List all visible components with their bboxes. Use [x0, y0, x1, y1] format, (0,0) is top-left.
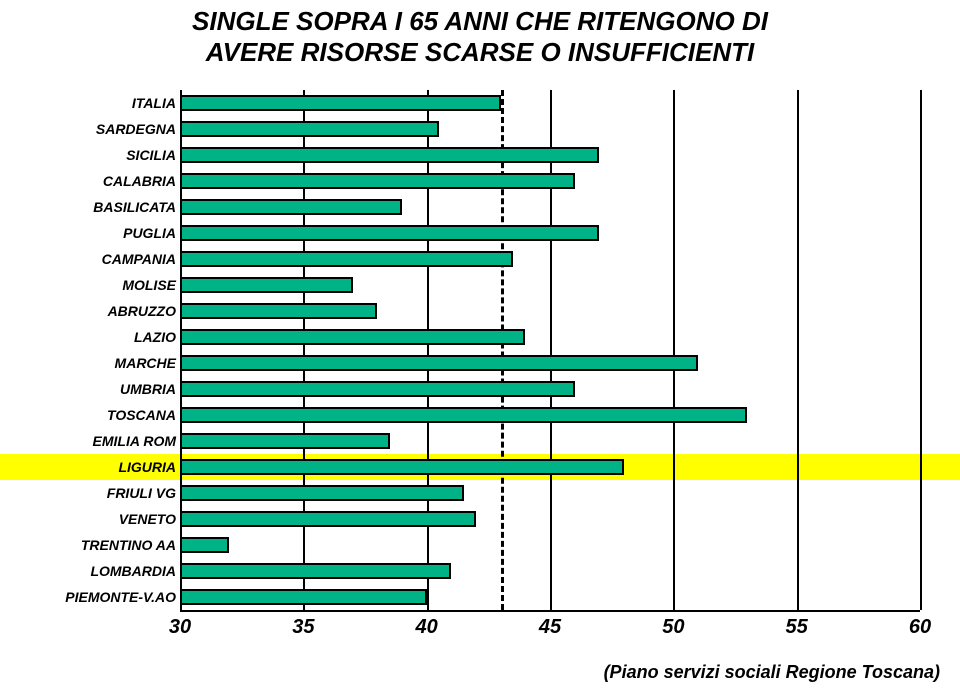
gridline — [797, 90, 799, 610]
bar — [180, 277, 353, 293]
x-tick-label: 35 — [292, 616, 314, 639]
category-label: LOMBARDIA — [90, 563, 176, 579]
gridline — [673, 90, 675, 610]
gridline — [427, 90, 429, 610]
bar — [180, 563, 451, 579]
bar — [180, 433, 390, 449]
x-tick-label: 55 — [786, 616, 808, 639]
plot-area — [180, 90, 920, 612]
category-label: FRIULI VG — [107, 485, 176, 501]
bar — [180, 589, 427, 605]
bar — [180, 173, 575, 189]
category-label: MOLISE — [122, 277, 176, 293]
category-label: LIGURIA — [118, 459, 176, 475]
gridline — [920, 90, 922, 610]
x-tick-label: 30 — [169, 616, 191, 639]
x-tick-label: 45 — [539, 616, 561, 639]
category-label: LAZIO — [134, 329, 176, 345]
x-tick-label: 50 — [662, 616, 684, 639]
chart: ITALIA SARDEGNA SICILIA CALABRIA BASILICATA P… — [40, 90, 920, 650]
x-tick-label: 60 — [909, 616, 931, 639]
gridline — [180, 90, 182, 610]
gridline — [550, 90, 552, 610]
bar — [180, 407, 747, 423]
reference-line — [501, 90, 504, 610]
footer-note: (Piano servizi sociali Regione Toscana) — [604, 662, 940, 683]
category-label: ABRUZZO — [108, 303, 176, 319]
bar — [180, 329, 525, 345]
title-line-1: SINGLE SOPRA I 65 ANNI CHE RITENGONO DI — [192, 6, 768, 36]
category-label: SICILIA — [126, 147, 176, 163]
category-label: PUGLIA — [123, 225, 176, 241]
category-label: CALABRIA — [103, 173, 176, 189]
category-label: ITALIA — [132, 95, 176, 111]
bar — [180, 511, 476, 527]
category-label: UMBRIA — [120, 381, 176, 397]
title-line-2: AVERE RISORSE SCARSE O INSUFFICIENTI — [206, 37, 754, 67]
category-label: TOSCANA — [107, 407, 176, 423]
category-label: CAMPANIA — [102, 251, 176, 267]
bar — [180, 303, 377, 319]
bar — [180, 95, 501, 111]
page: { "title_line1": "SINGLE SOPRA I 65 ANNI… — [0, 0, 960, 689]
chart-title: SINGLE SOPRA I 65 ANNI CHE RITENGONO DI … — [0, 0, 960, 68]
x-tick-label: 40 — [416, 616, 438, 639]
y-axis-labels: ITALIA SARDEGNA SICILIA CALABRIA BASILICATA P… — [40, 90, 180, 610]
bar — [180, 485, 464, 501]
bar — [180, 225, 599, 241]
category-label: VENETO — [119, 511, 176, 527]
bar — [180, 147, 599, 163]
category-label: PIEMONTE-V.AO — [65, 589, 176, 605]
category-label: SARDEGNA — [96, 121, 176, 137]
bar — [180, 355, 698, 371]
category-label: TRENTINO AA — [81, 537, 176, 553]
category-label: MARCHE — [115, 355, 176, 371]
bar — [180, 121, 439, 137]
bar — [180, 199, 402, 215]
bar — [180, 459, 624, 475]
gridline — [303, 90, 305, 610]
category-label: EMILIA ROM — [93, 433, 176, 449]
category-label: BASILICATA — [93, 199, 176, 215]
bar — [180, 251, 513, 267]
bar — [180, 537, 229, 553]
bar — [180, 381, 575, 397]
